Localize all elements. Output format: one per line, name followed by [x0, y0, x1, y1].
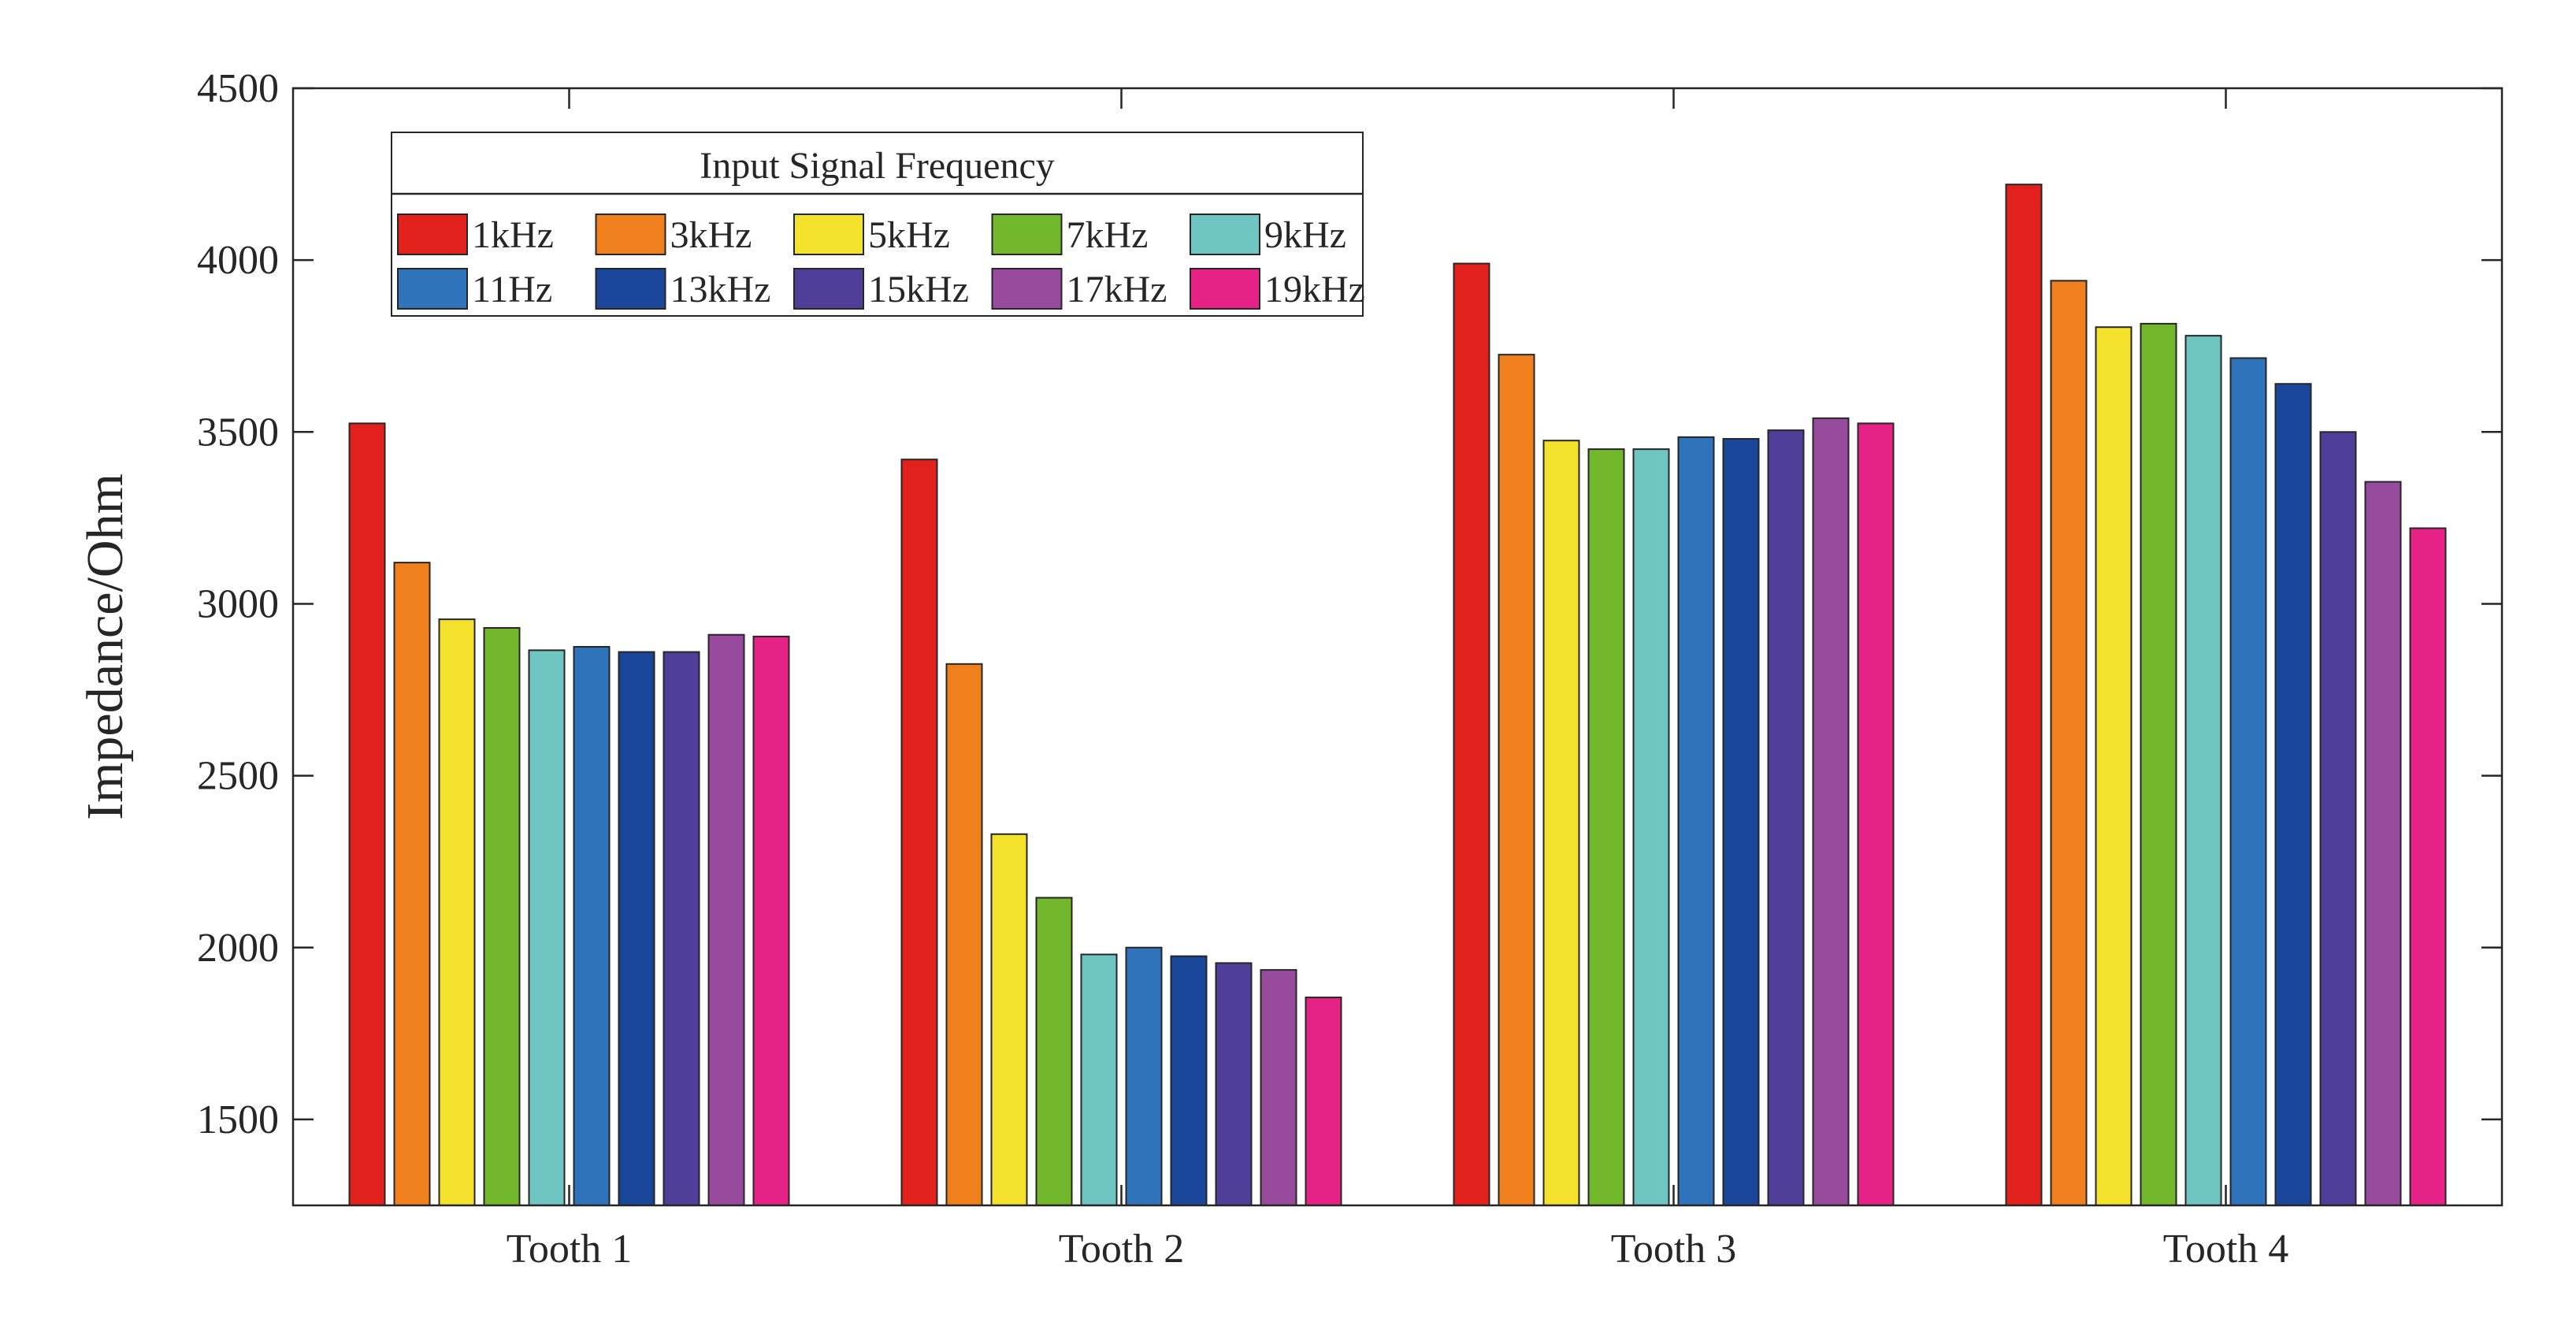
bar-tooth-2-13khz: [1170, 955, 1208, 1206]
x-tick-label-tooth-3: Tooth 3: [1611, 1227, 1737, 1272]
y-tick-label: 4500: [197, 66, 279, 111]
legend-swatch-1khz: [397, 214, 468, 255]
bar-tooth-1-19khz: [752, 635, 790, 1206]
y-tick-label: 2000: [197, 926, 279, 971]
bar-tooth-3-13khz: [1722, 438, 1760, 1206]
axes-box: [291, 87, 2504, 1207]
x-tick-label-tooth-1: Tooth 1: [507, 1227, 633, 1272]
bar-tooth-2-9khz: [1080, 953, 1118, 1206]
bar-tooth-4-11hz: [2229, 357, 2267, 1206]
legend-label-7khz: 7kHz: [1067, 214, 1149, 256]
bar-tooth-3-7khz: [1587, 448, 1625, 1206]
bar-tooth-1-5khz: [438, 618, 476, 1206]
bar-tooth-3-11hz: [1677, 436, 1715, 1206]
y-tick-label: 3500: [197, 410, 279, 455]
bars-group: [348, 184, 2447, 1207]
bar-tooth-2-5khz: [990, 833, 1028, 1207]
bar-tooth-1-9khz: [528, 649, 566, 1206]
bar-tooth-4-9khz: [2184, 335, 2222, 1207]
y-tick-label: 1500: [197, 1097, 279, 1142]
bar-tooth-4-7khz: [2140, 322, 2177, 1207]
bar-tooth-3-5khz: [1542, 440, 1580, 1206]
legend-label-5khz: 5kHz: [868, 214, 950, 256]
legend-label-9khz: 9kHz: [1264, 214, 1346, 256]
y-tick-label: 4000: [197, 238, 279, 283]
bar-tooth-2-15khz: [1215, 962, 1253, 1206]
legend-swatch-11hz: [397, 268, 468, 310]
legend-title: Input Signal Frequency: [700, 145, 1055, 187]
legend-label-15khz: 15kHz: [868, 269, 969, 310]
bar-tooth-1-11hz: [573, 646, 611, 1206]
bar-tooth-4-3khz: [2050, 280, 2088, 1207]
bar-tooth-3-1khz: [1453, 262, 1490, 1206]
legend-swatch-19khz: [1190, 268, 1260, 310]
legend-label-11hz: 11Hz: [472, 269, 552, 310]
axes-group: 1500 2000 2500 3000 3500 4000 4500 Tooth 1 Tooth…: [76, 66, 2504, 1272]
legend-label-13khz: 13kHz: [670, 269, 771, 310]
legend-label-3khz: 3kHz: [670, 214, 752, 256]
bar-tooth-2-19khz: [1305, 997, 1342, 1206]
bar-tooth-1-3khz: [393, 562, 431, 1206]
y-tick-label: 2500: [197, 754, 279, 799]
legend-swatch-13khz: [595, 268, 666, 310]
legend-swatch-17khz: [991, 268, 1063, 310]
bar-tooth-3-9khz: [1632, 448, 1670, 1206]
bar-tooth-2-17khz: [1260, 969, 1297, 1207]
bar-tooth-1-1khz: [348, 422, 386, 1206]
bar-tooth-4-15khz: [2319, 431, 2357, 1206]
bar-tooth-4-5khz: [2095, 326, 2132, 1206]
bar-tooth-4-1khz: [2005, 184, 2043, 1207]
legend-swatch-9khz: [1190, 214, 1260, 255]
bar-tooth-3-19khz: [1857, 422, 1895, 1206]
x-tick-label-tooth-4: Tooth 4: [2163, 1227, 2289, 1272]
bar-tooth-1-13khz: [618, 651, 655, 1206]
bar-tooth-2-7khz: [1035, 897, 1073, 1207]
bar-tooth-2-11hz: [1125, 946, 1163, 1207]
y-axis-label: Impedance/Ohm: [76, 473, 134, 820]
bar-tooth-2-3khz: [945, 663, 983, 1206]
legend: Input Signal Frequency 1kHz 3kHz 5kHz 7kHz 9k…: [391, 132, 1365, 317]
legend-swatch-5khz: [793, 214, 864, 255]
legend-swatch-15khz: [793, 268, 864, 310]
bar-tooth-3-3khz: [1498, 354, 1535, 1207]
bar-tooth-1-17khz: [707, 633, 745, 1206]
bar-tooth-4-13khz: [2274, 383, 2312, 1206]
legend-swatch-7khz: [991, 214, 1063, 255]
bar-tooth-2-1khz: [900, 459, 938, 1206]
bar-tooth-3-15khz: [1767, 429, 1805, 1206]
bar-tooth-1-15khz: [663, 651, 700, 1206]
legend-swatch-3khz: [595, 214, 666, 255]
legend-label-19khz: 19kHz: [1264, 269, 1365, 310]
y-tick-label: 3000: [197, 581, 279, 626]
legend-label-17khz: 17kHz: [1067, 269, 1167, 310]
bar-tooth-1-7khz: [483, 627, 521, 1206]
bar-tooth-3-17khz: [1812, 417, 1850, 1206]
legend-label-1khz: 1kHz: [472, 214, 554, 256]
bar-tooth-4-19khz: [2409, 527, 2447, 1206]
x-tick-label-tooth-2: Tooth 2: [1059, 1227, 1185, 1272]
bar-tooth-4-17khz: [2364, 481, 2402, 1206]
